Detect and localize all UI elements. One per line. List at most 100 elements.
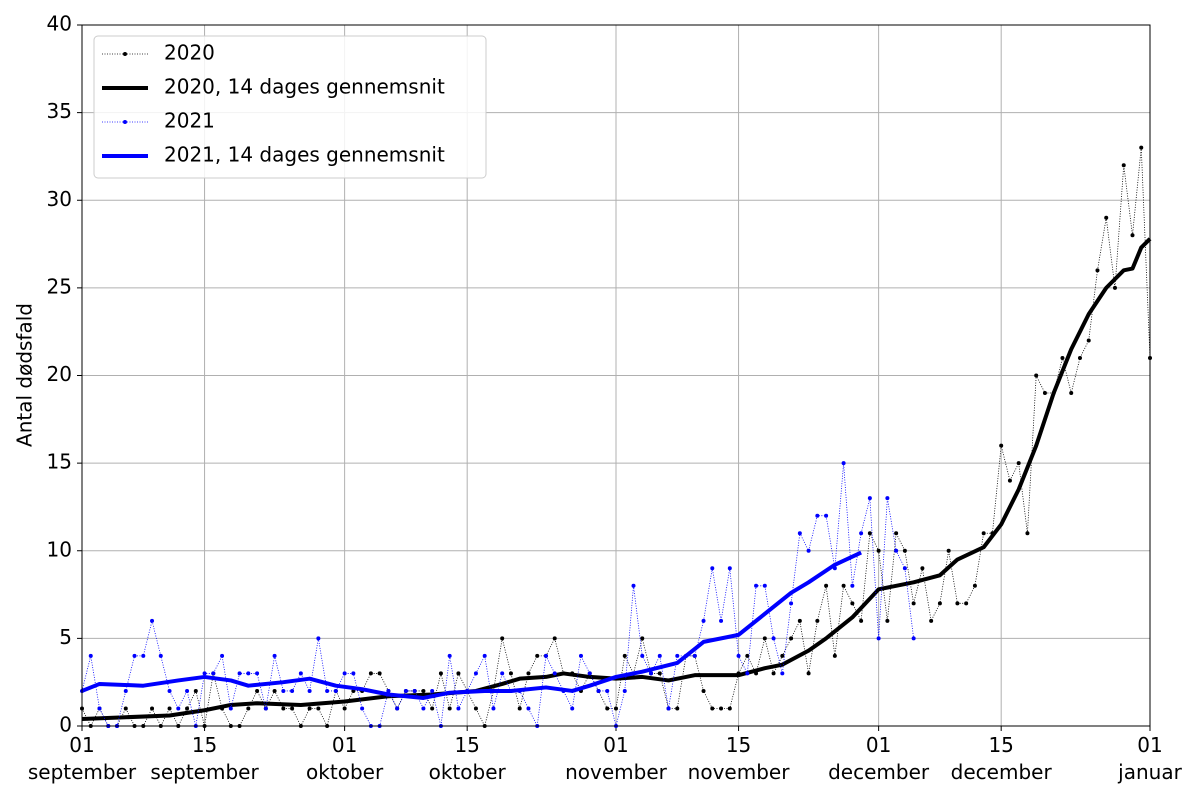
data-point xyxy=(999,443,1004,448)
data-point xyxy=(211,671,216,676)
data-point xyxy=(316,706,321,711)
legend: 2020 2020, 14 dages gennemsnit 2021 2021, 1… xyxy=(93,35,487,179)
data-point xyxy=(605,706,610,711)
data-point xyxy=(675,653,680,658)
legend-marker xyxy=(123,120,127,124)
data-point xyxy=(473,671,478,676)
data-point xyxy=(745,653,750,658)
legend-label: 2020 xyxy=(164,41,215,65)
data-point xyxy=(1121,163,1126,168)
plot-frame xyxy=(81,24,1151,727)
data-point xyxy=(806,671,811,676)
data-point xyxy=(929,618,934,623)
data-point xyxy=(797,531,802,536)
data-point xyxy=(622,688,627,693)
data-point xyxy=(412,688,417,693)
data-point xyxy=(1060,355,1065,360)
data-point xyxy=(1095,268,1100,273)
x-tick-label: 01 december xyxy=(828,733,930,784)
data-point xyxy=(1112,285,1117,290)
data-point xyxy=(202,671,207,676)
data-point xyxy=(920,566,925,571)
data-point xyxy=(535,653,540,658)
data-point xyxy=(167,688,172,693)
data-point xyxy=(272,688,277,693)
data-point xyxy=(614,706,618,711)
legend-label: 2020, 14 dages gennemsnit xyxy=(164,75,445,99)
data-point xyxy=(850,583,855,588)
data-point xyxy=(220,653,225,658)
data-point xyxy=(841,461,846,466)
data-point xyxy=(88,653,93,658)
data-point xyxy=(246,706,251,711)
y-axis-label: Antal dødsfald xyxy=(13,303,37,447)
legend-label: 2021 xyxy=(164,109,215,133)
data-point xyxy=(167,706,172,711)
data-point xyxy=(649,671,654,676)
data-point xyxy=(421,688,426,693)
data-point xyxy=(596,688,601,693)
x-tick-label: 15 december xyxy=(950,733,1052,784)
data-point xyxy=(132,653,137,658)
data-point xyxy=(692,653,697,658)
data-point xyxy=(290,706,295,711)
x-tick-label: 01 oktober xyxy=(306,733,384,784)
data-point xyxy=(298,671,303,676)
y-tick-label: 30 xyxy=(47,187,72,211)
data-point xyxy=(754,583,759,588)
data-point xyxy=(771,671,776,676)
data-point xyxy=(824,513,829,518)
data-point xyxy=(403,688,408,693)
data-point xyxy=(789,601,794,606)
data-point xyxy=(97,706,102,711)
data-point xyxy=(657,671,662,676)
data-point xyxy=(447,653,452,658)
data-point xyxy=(806,548,811,553)
data-point xyxy=(640,653,645,658)
data-point xyxy=(342,671,347,676)
data-point xyxy=(491,706,496,711)
data-point xyxy=(719,618,724,623)
data-point xyxy=(1007,478,1012,483)
series-line xyxy=(81,462,915,727)
data-point xyxy=(710,706,715,711)
data-point xyxy=(701,618,706,623)
data-point xyxy=(1042,391,1047,396)
data-point xyxy=(1034,373,1039,378)
data-point xyxy=(701,688,706,693)
data-point xyxy=(185,688,190,693)
data-point xyxy=(570,706,575,711)
data-point xyxy=(850,601,855,606)
data-point xyxy=(543,653,548,658)
data-point xyxy=(797,618,802,623)
x-tick-label: 01 september xyxy=(27,733,137,784)
series-line xyxy=(81,147,1151,727)
data-point xyxy=(876,548,881,553)
data-point xyxy=(447,706,452,711)
data-point xyxy=(587,671,592,676)
data-point xyxy=(290,688,295,693)
data-point xyxy=(395,706,400,711)
data-point xyxy=(150,618,155,623)
data-point xyxy=(885,496,890,501)
data-point xyxy=(255,688,260,693)
data-point xyxy=(1104,215,1109,220)
data-point xyxy=(902,548,907,553)
y-tick-label: 15 xyxy=(47,450,72,474)
data-point xyxy=(964,601,969,606)
data-point xyxy=(902,566,907,571)
data-point xyxy=(307,688,312,693)
data-point xyxy=(228,706,233,711)
data-point xyxy=(640,636,645,641)
x-tick-label: 15 november xyxy=(687,733,790,784)
data-point xyxy=(972,583,977,588)
data-point xyxy=(368,671,373,676)
data-point xyxy=(342,706,347,711)
data-point xyxy=(859,531,864,536)
data-point xyxy=(876,636,881,641)
data-point xyxy=(1086,338,1091,343)
legend-box xyxy=(93,35,487,179)
data-point xyxy=(675,706,680,711)
